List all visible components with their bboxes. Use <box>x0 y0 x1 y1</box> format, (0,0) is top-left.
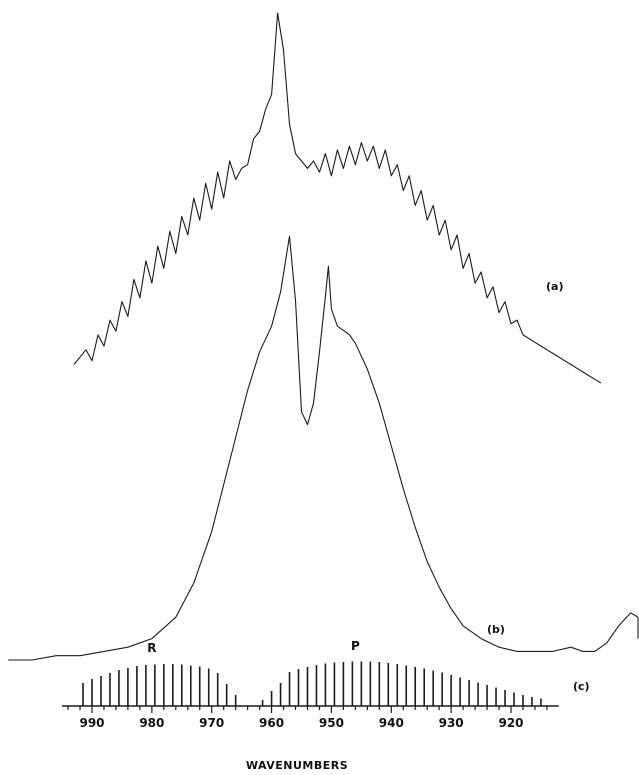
trace-b-line <box>8 235 639 661</box>
spectrum-trace-a <box>73 12 602 384</box>
x-tick-label: 970 <box>199 716 224 730</box>
x-axis: 990 980 970 960 950 940 930 920 <box>62 705 559 730</box>
stick-spectrum-c <box>82 661 542 706</box>
x-tick-label: 950 <box>319 716 344 730</box>
panel-label-a: (a) <box>546 280 563 293</box>
x-tick-label: 940 <box>379 716 404 730</box>
x-tick-label: 920 <box>498 716 523 730</box>
x-tick-label: 930 <box>439 716 464 730</box>
branch-label-p: P <box>351 639 360 653</box>
panel-label-b: (b) <box>487 623 505 636</box>
x-tick-label: 990 <box>79 716 104 730</box>
spectrum-trace-b <box>8 235 639 661</box>
x-tick-label: 960 <box>259 716 284 730</box>
x-axis-title: WAVENUMBERS <box>246 759 348 772</box>
x-tick-label: 980 <box>139 716 164 730</box>
trace-a-line <box>73 12 602 384</box>
panel-label-c: (c) <box>573 680 590 693</box>
branch-label-r: R <box>147 641 156 655</box>
